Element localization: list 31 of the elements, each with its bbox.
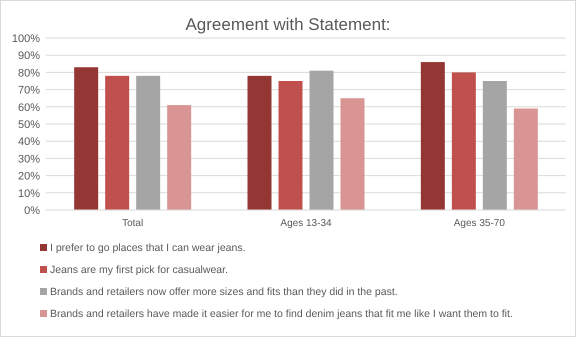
- chart-title: Agreement with Statement:: [185, 15, 391, 34]
- bar: [452, 72, 476, 210]
- bar: [278, 81, 302, 210]
- y-tick-label: 80%: [18, 67, 40, 80]
- y-tick-label: 70%: [18, 84, 40, 97]
- x-tick-label: Total: [122, 218, 144, 229]
- legend-label: Jeans are my first pick for casualwear.: [50, 264, 228, 276]
- bar: [514, 108, 538, 210]
- y-tick-label: 40%: [18, 136, 40, 148]
- y-tick-label: 60%: [18, 102, 40, 114]
- bar: [482, 81, 507, 210]
- legend-label: Brands and retailers now offer more sizes and fits than they did in the past.: [50, 286, 398, 298]
- x-tick-label: Ages 35-70: [454, 218, 506, 229]
- bar: [248, 76, 272, 210]
- y-tick-label: 100%: [12, 33, 40, 45]
- bar: [136, 76, 160, 210]
- bar: [167, 105, 192, 210]
- bar: [74, 67, 98, 210]
- bar: [310, 70, 334, 210]
- y-tick-label: 10%: [18, 188, 40, 200]
- bar: [340, 98, 364, 210]
- y-tick-label: 90%: [18, 50, 40, 62]
- y-tick-label: 30%: [18, 153, 40, 166]
- legend-label: Brands and retailers have made it easier for me to find denim jeans that fit me like I want them to fit.: [50, 308, 513, 320]
- y-tick-label: 0%: [24, 205, 40, 217]
- bar: [105, 76, 130, 210]
- bar: [420, 62, 445, 210]
- y-tick-label: 50%: [18, 119, 40, 131]
- legend-label: I prefer to go places that I can wear jeans.: [50, 242, 246, 254]
- x-tick-label: Ages 13-34: [280, 218, 332, 229]
- y-tick-label: 20%: [18, 170, 40, 183]
